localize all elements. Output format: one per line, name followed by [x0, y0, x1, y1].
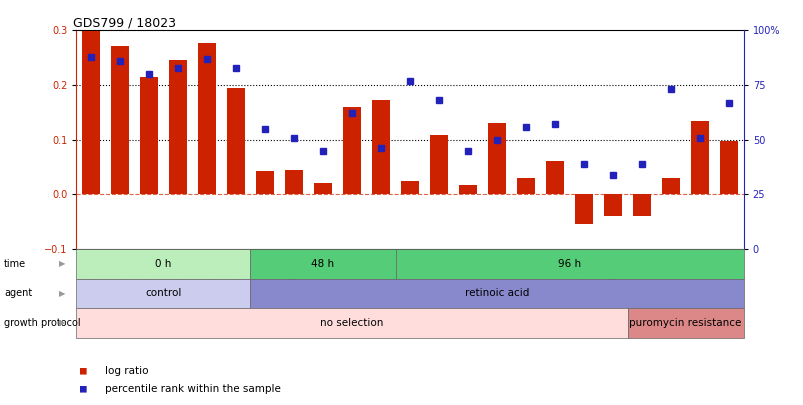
Bar — [343, 107, 361, 194]
Bar — [487, 123, 505, 194]
Text: no selection: no selection — [320, 318, 383, 328]
Bar — [575, 194, 592, 224]
Text: retinoic acid: retinoic acid — [464, 288, 528, 298]
Bar — [314, 183, 332, 194]
Text: percentile rank within the sample: percentile rank within the sample — [104, 384, 280, 394]
Bar — [401, 181, 418, 194]
Bar — [198, 43, 215, 194]
Bar — [430, 135, 447, 194]
Text: ▶: ▶ — [59, 289, 65, 298]
Text: ▶: ▶ — [59, 318, 65, 328]
Text: 96 h: 96 h — [557, 259, 581, 269]
Bar — [169, 60, 186, 194]
Bar — [517, 178, 534, 194]
Bar — [111, 46, 128, 194]
Bar — [372, 100, 389, 194]
Bar — [227, 88, 244, 194]
Bar — [604, 194, 621, 216]
Bar — [285, 170, 302, 194]
Text: log ratio: log ratio — [104, 366, 148, 375]
Text: ▶: ▶ — [59, 259, 65, 269]
Text: GDS799 / 18023: GDS799 / 18023 — [73, 16, 176, 29]
Text: growth protocol: growth protocol — [4, 318, 80, 328]
Bar — [546, 160, 563, 194]
Text: puromycin resistance: puromycin resistance — [629, 318, 741, 328]
Bar — [140, 77, 157, 194]
Text: ■: ■ — [80, 384, 87, 394]
Text: 48 h: 48 h — [311, 259, 334, 269]
Text: time: time — [4, 259, 26, 269]
Text: agent: agent — [4, 288, 32, 298]
Bar — [82, 32, 100, 194]
Bar — [691, 121, 708, 194]
Bar — [633, 194, 650, 216]
Bar — [256, 171, 273, 194]
Bar — [662, 178, 679, 194]
Bar — [719, 141, 737, 194]
Text: ■: ■ — [80, 366, 87, 375]
Bar — [459, 185, 476, 194]
Text: 0 h: 0 h — [155, 259, 171, 269]
Text: control: control — [145, 288, 181, 298]
